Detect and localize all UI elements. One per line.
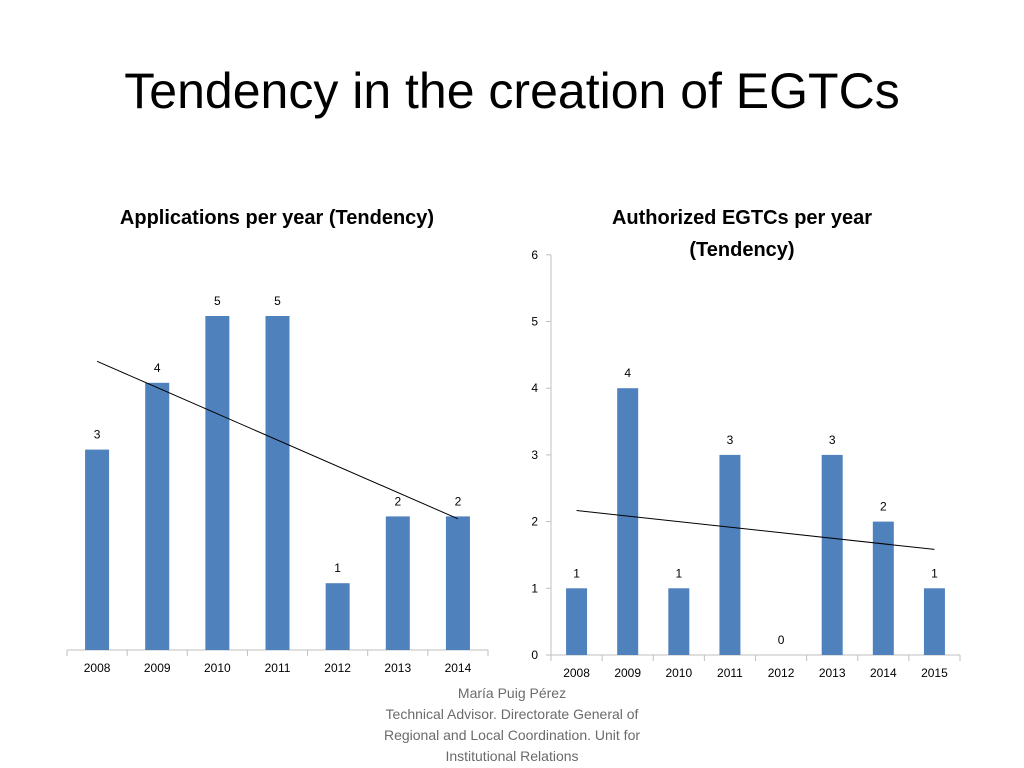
- chart-title: Applications per year (Tendency): [120, 207, 434, 229]
- x-tick-label: 2015: [921, 666, 948, 680]
- footer-line: María Puig Pérez: [457, 685, 567, 701]
- x-tick-label: 2013: [384, 661, 411, 675]
- x-tick-label: 2014: [870, 666, 897, 680]
- data-label: 3: [94, 428, 101, 442]
- data-label: 2: [880, 500, 887, 514]
- x-tick-label: 2014: [445, 661, 472, 675]
- y-tick-label: 6: [531, 248, 538, 262]
- data-label: 3: [727, 433, 734, 447]
- data-label: 2: [394, 494, 401, 508]
- data-label: 2: [455, 494, 462, 508]
- x-tick-label: 2012: [324, 661, 351, 675]
- chart-2: Authorized EGTCs per year (Tendency) 0 1 2 3 4…: [531, 207, 961, 680]
- footer-line: Technical Advisor. Directorate General o…: [385, 706, 639, 722]
- data-label: 1: [573, 566, 580, 580]
- y-tick-label: 2: [531, 515, 538, 529]
- data-label: 4: [154, 361, 161, 375]
- bar: [566, 588, 588, 655]
- bar: [385, 516, 410, 650]
- bar: [445, 516, 470, 650]
- y-tick-label: 0: [531, 648, 538, 662]
- footer-line: Institutional Relations: [445, 748, 579, 764]
- bar: [265, 316, 290, 650]
- data-label: 3: [829, 433, 836, 447]
- data-label: 4: [624, 366, 631, 380]
- x-tick-label: 2011: [265, 661, 291, 675]
- trendline: [576, 509, 935, 550]
- bar: [668, 588, 690, 655]
- data-label: 0: [778, 633, 785, 647]
- data-label: 1: [931, 566, 938, 580]
- slide-title: Tendency in the creation of EGTCs: [124, 63, 900, 119]
- x-tick-label: 2013: [819, 666, 846, 680]
- y-tick-label: 3: [531, 448, 538, 462]
- bar: [205, 316, 230, 650]
- data-label: 5: [274, 294, 281, 308]
- footer-credit: María Puig Pérez Technical Advisor. Dire…: [362, 683, 662, 767]
- x-tick-label: 2010: [665, 666, 692, 680]
- bar: [325, 583, 350, 650]
- data-label: 5: [214, 294, 221, 308]
- y-tick-label: 1: [531, 581, 538, 595]
- bar: [85, 449, 110, 650]
- x-tick-label: 2010: [204, 661, 231, 675]
- bar: [872, 521, 894, 655]
- y-tick-label: 4: [531, 381, 538, 395]
- bar: [145, 382, 170, 650]
- bar: [719, 454, 741, 655]
- x-tick-label: 2008: [84, 661, 111, 675]
- x-tick-label: 2009: [614, 666, 641, 680]
- bar: [617, 388, 639, 655]
- x-tick-label: 2012: [768, 666, 795, 680]
- data-label: 1: [334, 561, 341, 575]
- trendline: [96, 360, 459, 520]
- x-tick-label: 2008: [563, 666, 590, 680]
- data-label: 1: [675, 566, 682, 580]
- x-tick-label: 2009: [144, 661, 171, 675]
- x-tick-label: 2011: [717, 666, 743, 680]
- bar: [923, 588, 945, 655]
- chart-1: Applications per year (Tendency) 3 2008 4 20…: [66, 207, 489, 675]
- y-tick-label: 5: [531, 315, 538, 329]
- bar: [821, 454, 843, 655]
- footer-line: Regional and Local Coordination. Unit fo…: [383, 727, 641, 743]
- chart-title: (Tendency): [689, 239, 794, 261]
- chart-title: Authorized EGTCs per year: [612, 207, 872, 229]
